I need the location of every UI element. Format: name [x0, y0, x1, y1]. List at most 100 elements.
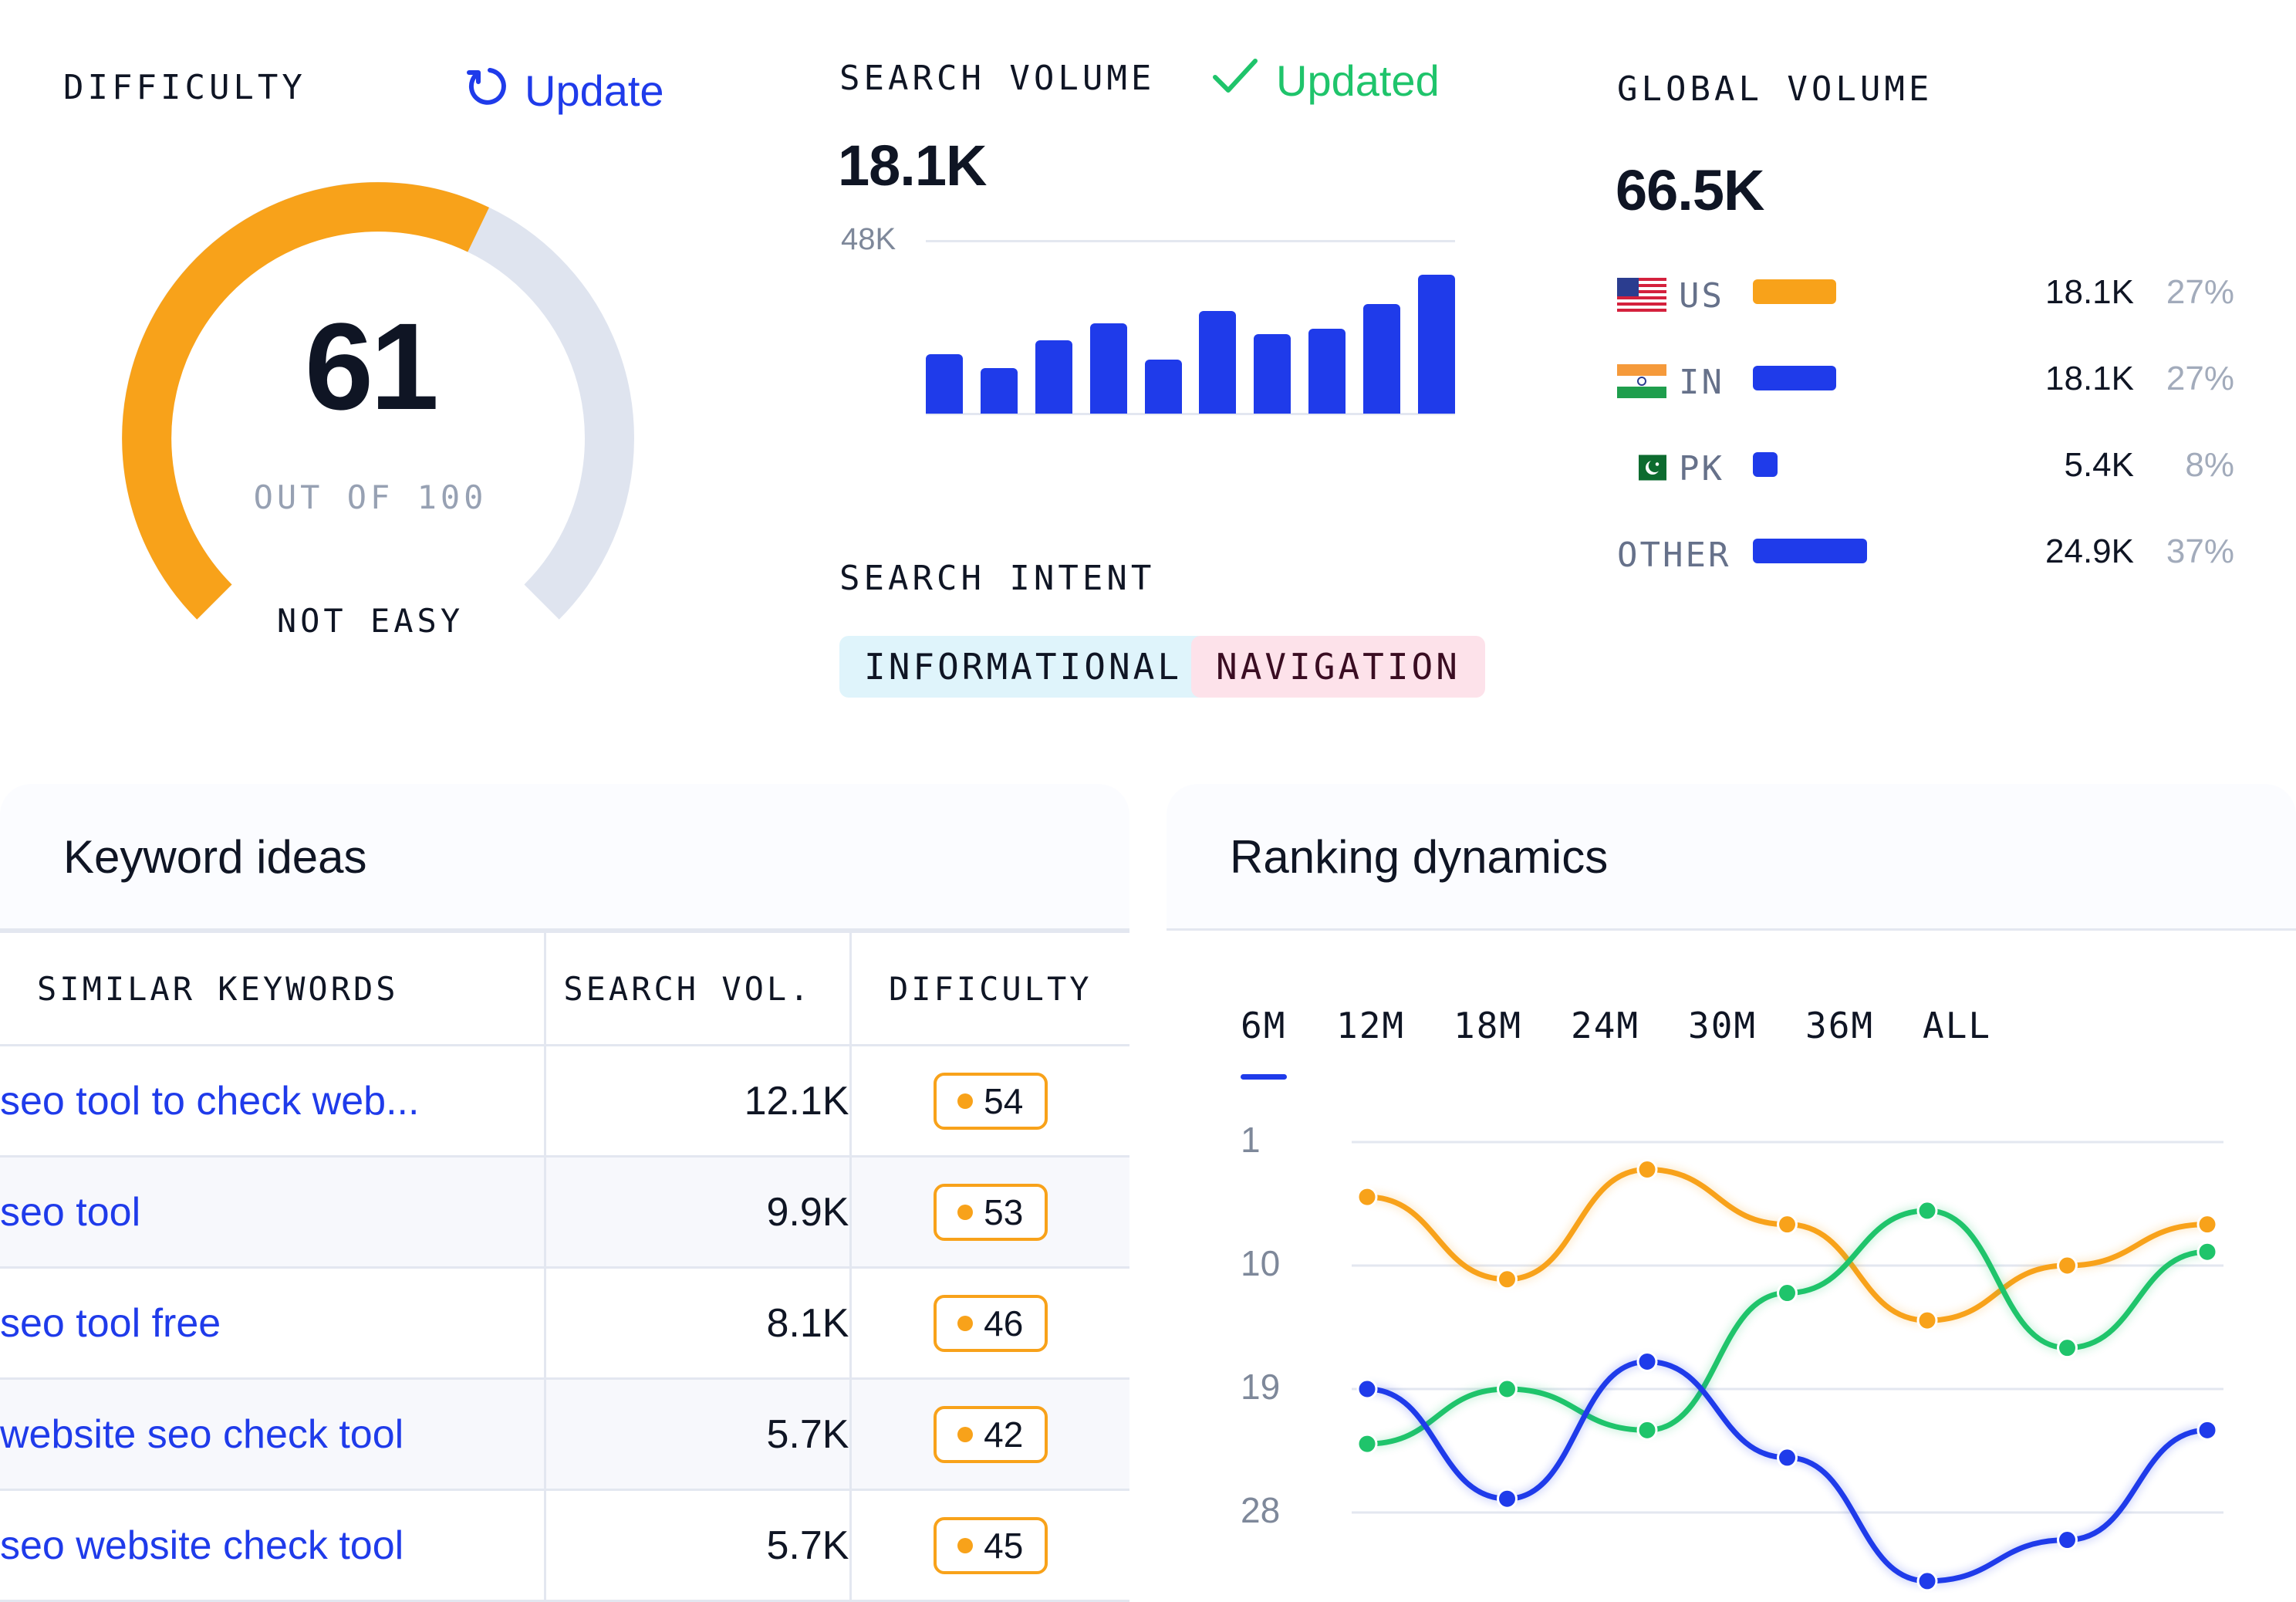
column-header-difficulty[interactable]: DIFICULTY [850, 931, 1129, 1046]
keyword-link[interactable]: seo tool free [0, 1266, 546, 1380]
volume-bar [1145, 360, 1182, 414]
update-label: Update [525, 66, 664, 115]
volume-axis-line [926, 240, 1455, 242]
series-point[interactable] [1356, 1186, 1378, 1208]
column-header-volume[interactable]: SEARCH VOL. [545, 931, 852, 1046]
series-point[interactable] [2196, 1241, 2218, 1262]
series-point[interactable] [2196, 1419, 2218, 1441]
series-point[interactable] [1777, 1447, 1798, 1468]
difficulty-out-of: OUT OF 100 [253, 478, 488, 516]
keyword-volume: 12.1K [545, 1044, 852, 1158]
series-glow [1366, 1357, 2208, 1585]
country-code: OTHER [1617, 536, 1731, 575]
tab-18m[interactable]: 18M [1454, 1005, 1523, 1046]
volume-bar [1363, 304, 1400, 414]
card-divider [0, 928, 1129, 931]
difficulty-badge: 53 [933, 1183, 1048, 1241]
series-line [1364, 1358, 2210, 1584]
difficulty-badge: 46 [933, 1294, 1048, 1352]
difficulty-level: NOT EASY [276, 602, 464, 640]
table-row: seo tool free 8.1K 46 [0, 1266, 1129, 1380]
ranking-line-chart [1352, 1141, 2223, 1592]
tab-12m[interactable]: 12M [1336, 1005, 1406, 1046]
update-button[interactable]: Update [463, 63, 664, 118]
difficulty-score: 61 [305, 297, 439, 435]
difficulty-value: 46 [984, 1303, 1024, 1343]
country-share-bar [1753, 279, 1836, 304]
series-point[interactable] [1636, 1419, 1658, 1441]
tab-all[interactable]: ALL [1923, 1005, 1992, 1046]
keyword-link[interactable]: seo website check tool [0, 1489, 546, 1602]
y-tick-label: 1 [1241, 1120, 1261, 1160]
column-header-keywords[interactable]: SIMILAR KEYWORDS [0, 931, 546, 1046]
difficulty-badge: 45 [933, 1516, 1048, 1574]
difficulty-label: DIFFICULTY [63, 68, 306, 107]
series-line [1364, 1208, 2210, 1447]
series-point[interactable] [1497, 1269, 1518, 1290]
pakistan-flag-icon [1629, 455, 1666, 481]
y-tick-label: 19 [1241, 1367, 1281, 1407]
tab-30m[interactable]: 30M [1688, 1005, 1757, 1046]
country-volume: 18.1K [2045, 273, 2134, 311]
volume-bar [1090, 323, 1127, 414]
volume-bar [1035, 340, 1072, 414]
country-share-bar [1753, 366, 1836, 390]
y-tick-label: 28 [1241, 1490, 1281, 1530]
country-code: US [1679, 276, 1724, 316]
country-row-in: IN 18.1K 27% [1617, 360, 2234, 406]
country-volume: 18.1K [2045, 360, 2134, 397]
keyword-link[interactable]: seo tool to check web... [0, 1044, 546, 1158]
tab-6m[interactable]: 6M [1241, 1005, 1287, 1046]
ranking-dynamics-title: Ranking dynamics [1230, 831, 1609, 883]
series-point[interactable] [1916, 1570, 1938, 1592]
series-point[interactable] [1916, 1200, 1938, 1222]
country-share-bar [1753, 539, 1867, 563]
tab-24m[interactable]: 24M [1571, 1005, 1640, 1046]
updated-status: Updated [1211, 56, 1440, 106]
india-flag-icon [1617, 364, 1666, 398]
gauge-fill [122, 182, 489, 620]
tab-36m[interactable]: 36M [1805, 1005, 1875, 1046]
series-point[interactable] [2196, 1214, 2218, 1235]
series-point[interactable] [2057, 1529, 2078, 1551]
series-point[interactable] [1777, 1214, 1798, 1235]
table-header-row: SIMILAR KEYWORDS SEARCH VOL. DIFICULTY [0, 931, 1129, 1046]
series-point[interactable] [1356, 1378, 1378, 1400]
keyword-volume: 9.9K [545, 1155, 852, 1269]
difficulty-value: 42 [984, 1414, 1024, 1455]
refresh-icon [463, 63, 508, 118]
difficulty-dot-icon [957, 1537, 974, 1553]
series-point[interactable] [2057, 1255, 2078, 1276]
table-row: seo tool 9.9K 53 [0, 1155, 1129, 1269]
series-point[interactable] [2057, 1337, 2078, 1359]
country-row-us: US 18.1K 27% [1617, 273, 2234, 319]
search-volume-value: 18.1K [838, 134, 987, 198]
country-percent: 37% [2166, 532, 2234, 570]
keyword-volume: 5.7K [545, 1489, 852, 1602]
series-point[interactable] [1777, 1283, 1798, 1304]
series-point[interactable] [1497, 1378, 1518, 1400]
country-share-bar [1753, 452, 1778, 477]
card-divider [1167, 928, 2296, 931]
series-point[interactable] [1916, 1310, 1938, 1331]
difficulty-dot-icon [957, 1315, 974, 1331]
difficulty-gauge [122, 181, 634, 620]
series-point[interactable] [1497, 1488, 1518, 1509]
difficulty-dot-icon [957, 1093, 974, 1109]
volume-baseline [926, 413, 1455, 415]
search-volume-label: SEARCH VOLUME [839, 59, 1156, 98]
series-point[interactable] [1356, 1433, 1378, 1455]
series-point[interactable] [1636, 1159, 1658, 1181]
table-row: seo tool to check web... 12.1K 54 [0, 1044, 1129, 1158]
keyword-link[interactable]: website seo check tool [0, 1377, 546, 1491]
keyword-ideas-title: Keyword ideas [63, 831, 367, 883]
keyword-link[interactable]: seo tool [0, 1155, 546, 1269]
keyword-volume: 8.1K [545, 1266, 852, 1380]
series-point[interactable] [1636, 1350, 1658, 1372]
volume-bars [926, 262, 1455, 414]
country-percent: 27% [2166, 273, 2234, 311]
volume-bar [1199, 311, 1236, 414]
volume-bar [1308, 329, 1346, 414]
updated-label: Updated [1276, 56, 1440, 105]
table-row: website seo check tool 5.7K 42 [0, 1377, 1129, 1491]
